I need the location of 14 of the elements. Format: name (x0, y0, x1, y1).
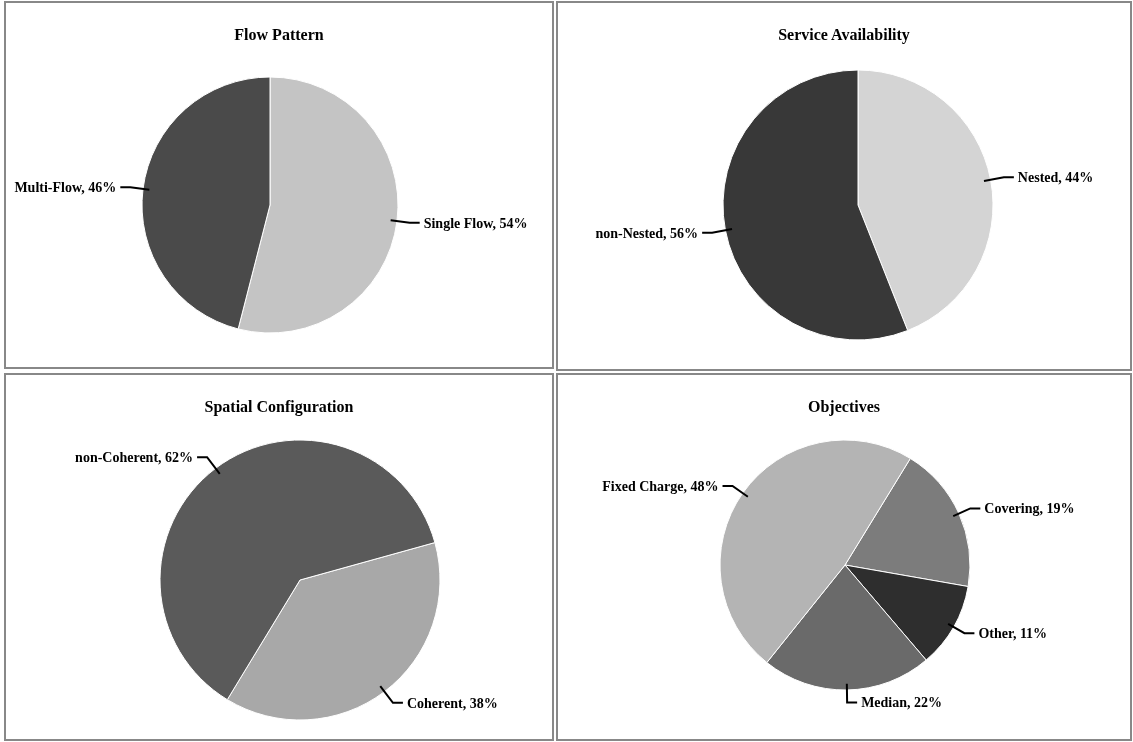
slice-label: Nested, 44% (1017, 170, 1094, 186)
slice-label: Other, 11% (978, 626, 1048, 642)
slice-label: Fixed Charge, 48% (602, 478, 719, 494)
slice-label: Covering, 19% (984, 501, 1075, 517)
slice-label: non-Coherent, 62% (75, 450, 194, 466)
chart-title: Objectives (808, 398, 880, 416)
chart-title: Spatial Configuration (204, 398, 354, 416)
slice-label: Multi-Flow, 46% (14, 180, 117, 196)
slice-label: Coherent, 38% (406, 695, 498, 711)
chart-title: Service Availability (778, 26, 910, 44)
slice-label: non-Nested, 56% (595, 225, 699, 241)
slice-label: Single Flow, 54% (423, 215, 528, 231)
slice-label: Median, 22% (861, 695, 943, 711)
chart-title: Flow Pattern (234, 26, 324, 43)
